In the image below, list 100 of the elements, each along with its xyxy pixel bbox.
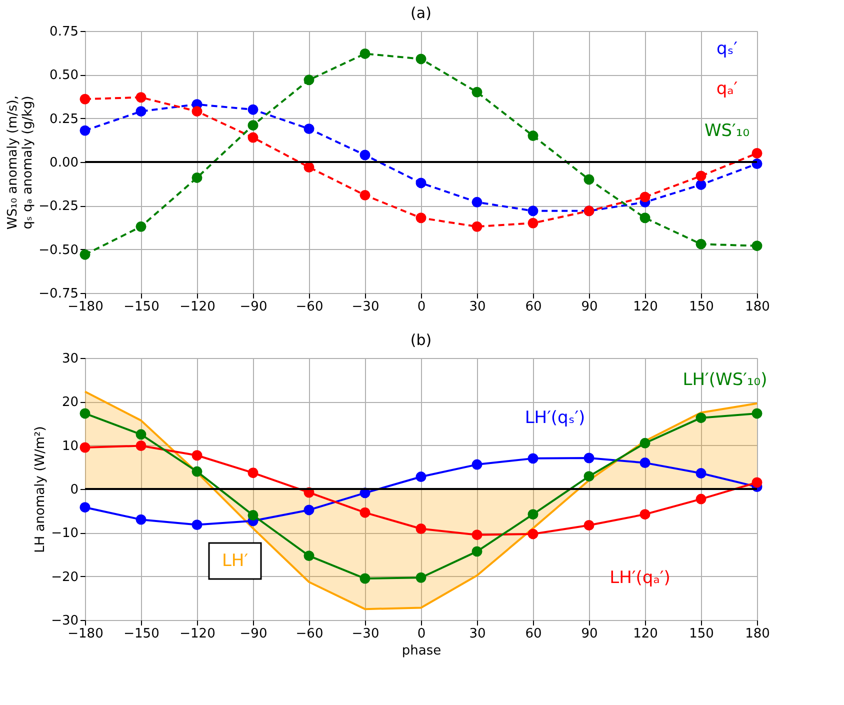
point — [696, 494, 706, 504]
point — [192, 172, 202, 183]
point — [696, 412, 706, 424]
series-label: LH′(qₛ′) — [524, 408, 586, 428]
y-tick-label: 30 — [62, 352, 78, 366]
x-tick-label: 150 — [689, 300, 714, 314]
x-tick-label: −150 — [124, 300, 160, 314]
series-label: LH′(WS′₁₀) — [682, 370, 768, 390]
point — [640, 438, 650, 448]
point — [304, 550, 314, 562]
text: WS′₁₀ — [704, 121, 750, 141]
point — [640, 192, 650, 202]
x-axis-title: phase — [402, 644, 442, 658]
point — [696, 238, 706, 250]
point — [304, 162, 314, 172]
y-tick-label: 10 — [62, 438, 78, 454]
series-label: LH′ — [222, 551, 248, 571]
point — [584, 174, 594, 185]
y-tick-label: 0.50 — [50, 68, 78, 84]
x-tick-label: 90 — [581, 300, 598, 314]
point — [528, 206, 538, 216]
x-tick-label: −30 — [352, 626, 380, 642]
point — [416, 212, 426, 224]
point — [136, 221, 146, 232]
point — [416, 54, 426, 64]
point — [472, 459, 482, 470]
point — [472, 546, 482, 557]
y-tick-label: −0.50 — [38, 242, 78, 258]
x-tick-label: 150 — [689, 626, 714, 642]
point — [696, 179, 706, 190]
point — [192, 466, 202, 477]
x-tick-label: −90 — [240, 300, 268, 314]
point — [752, 240, 762, 252]
point — [136, 440, 146, 452]
y-tick-label: −10 — [51, 526, 78, 542]
x-tick-label: 60 — [525, 300, 542, 314]
point — [248, 120, 258, 131]
x-tick-label: −60 — [296, 626, 324, 642]
point — [80, 249, 90, 260]
x-tick-label: 90 — [581, 626, 598, 642]
y-axis-title: LH anomaly (W/m²) — [33, 426, 48, 553]
point — [360, 150, 370, 160]
point — [416, 524, 426, 534]
point — [80, 94, 90, 104]
point — [528, 130, 538, 142]
point — [528, 218, 538, 228]
x-tick-label: 180 — [745, 300, 770, 314]
x-tick-label: 30 — [469, 626, 486, 642]
point — [80, 125, 90, 136]
point — [80, 408, 90, 419]
text: LH′(qₐ′) — [610, 568, 670, 588]
y-tick-label: 0.25 — [50, 112, 78, 127]
point — [136, 92, 146, 103]
point — [752, 408, 762, 419]
point — [248, 510, 258, 520]
point — [192, 106, 202, 117]
text: qₛ′ — [716, 39, 738, 59]
y-tick-label: −30 — [51, 614, 78, 628]
point — [416, 572, 426, 583]
point — [528, 528, 538, 540]
point — [360, 48, 370, 59]
point — [528, 453, 538, 464]
y-tick-label: 0 — [70, 482, 78, 498]
point — [304, 74, 314, 86]
point — [360, 507, 370, 518]
y-tick-label: 0.00 — [50, 156, 78, 170]
x-tick-label: 120 — [633, 626, 658, 642]
point — [696, 170, 706, 182]
point — [640, 509, 650, 520]
point — [136, 106, 146, 117]
x-tick-label: 30 — [469, 300, 486, 314]
x-tick-label: 120 — [633, 300, 658, 314]
point — [248, 468, 258, 478]
point — [584, 520, 594, 530]
point — [528, 509, 538, 520]
point — [752, 477, 762, 488]
x-tick-label: −30 — [352, 300, 380, 314]
point — [360, 190, 370, 200]
x-tick-label: −60 — [296, 300, 324, 314]
x-tick-label: 60 — [525, 626, 542, 642]
point — [696, 468, 706, 479]
text: qₐ′ — [716, 79, 738, 99]
point — [304, 504, 314, 516]
point — [192, 450, 202, 461]
x-tick-label: −120 — [180, 626, 216, 642]
x-tick-label: 0 — [417, 300, 426, 314]
x-tick-label: −90 — [240, 626, 268, 642]
y-tick-label: 0.75 — [50, 24, 78, 40]
x-tick-label: −150 — [124, 626, 160, 642]
chart-title: (b) — [410, 331, 432, 349]
point — [80, 502, 90, 513]
y-tick-label: −0.75 — [38, 286, 78, 302]
chart-title: (a) — [410, 4, 432, 22]
point — [360, 573, 370, 584]
point — [640, 212, 650, 224]
point — [192, 520, 202, 530]
point — [136, 514, 146, 525]
point — [416, 178, 426, 188]
x-tick-label: 180 — [745, 626, 770, 642]
point — [472, 196, 482, 208]
